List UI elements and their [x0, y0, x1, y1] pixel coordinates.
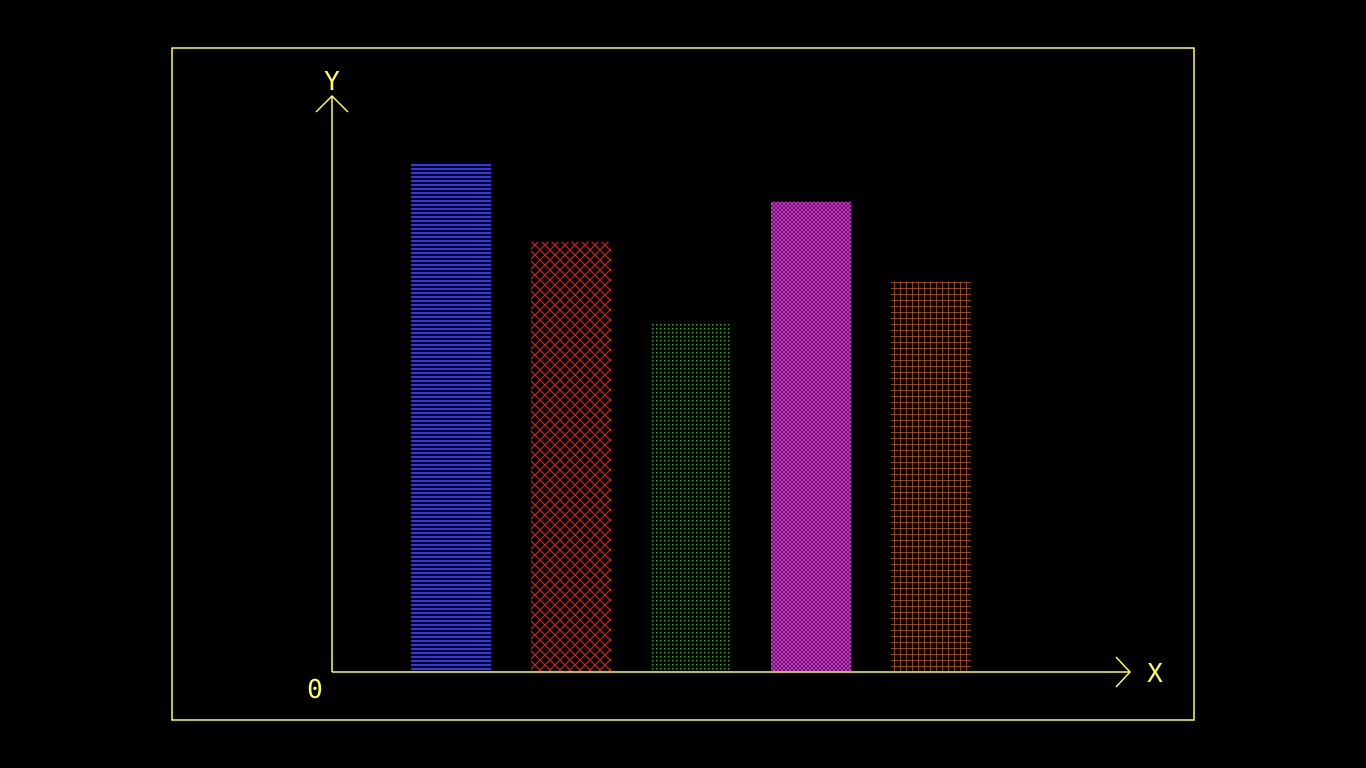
y-axis: Y — [315, 67, 349, 672]
bar-1 — [411, 161, 491, 671]
bar-5 — [891, 281, 971, 671]
y-axis-arrow-icon — [315, 94, 349, 113]
bar-4 — [771, 201, 851, 671]
bar-2 — [531, 241, 611, 671]
x-axis-arrow-icon — [1115, 656, 1132, 688]
origin-label: 0 — [307, 675, 323, 705]
bars-group — [411, 161, 971, 671]
x-axis-label: X — [1147, 659, 1163, 689]
bar-3 — [651, 321, 731, 671]
x-axis: X — [332, 656, 1163, 689]
y-axis-label: Y — [324, 67, 340, 97]
chart-frame — [171, 47, 1195, 721]
